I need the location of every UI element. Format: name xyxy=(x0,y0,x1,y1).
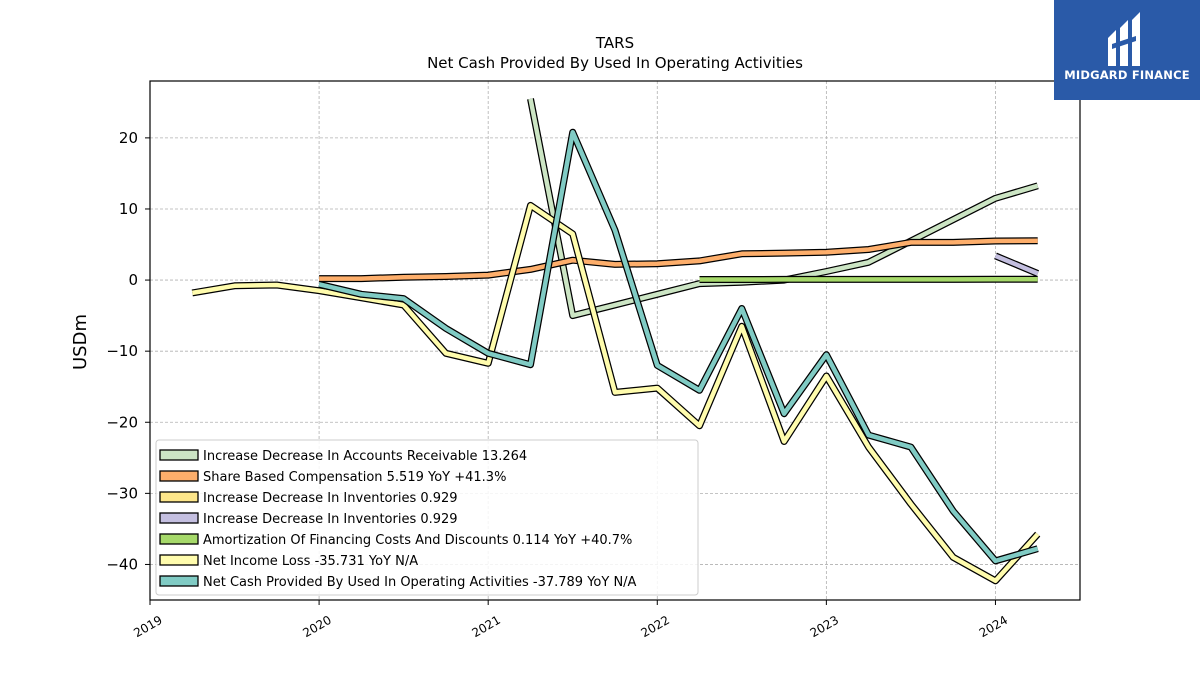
series-lines xyxy=(191,98,1041,585)
plot-frame xyxy=(149,80,1081,601)
y-tick-label: −40 xyxy=(106,555,138,573)
legend-entry: Share Based Compensation 5.519 YoY +41.3… xyxy=(203,470,506,485)
chart-title: TARS xyxy=(595,34,634,52)
legend-entry: Increase Decrease In Inventories 0.929 xyxy=(203,512,458,527)
legend-swatch xyxy=(159,554,199,566)
y-tick-label: −20 xyxy=(106,413,138,431)
series-line xyxy=(319,238,1038,281)
legend-entry: Net Income Loss -35.731 YoY N/A xyxy=(203,554,418,569)
x-tick-label: 2019 xyxy=(131,613,164,640)
legend-entry: Increase Decrease In Accounts Receivable… xyxy=(203,449,527,464)
legend-swatch xyxy=(159,512,199,524)
legend-swatch xyxy=(159,533,199,545)
chart-subtitle: Net Cash Provided By Used In Operating A… xyxy=(427,54,803,72)
y-tick-label: 10 xyxy=(119,200,138,218)
legend-entry: Net Cash Provided By Used In Operating A… xyxy=(203,575,637,590)
series-line xyxy=(191,203,1040,584)
y-tick-label: −10 xyxy=(106,342,138,360)
logo-text: MIDGARD FINANCE xyxy=(1064,68,1190,82)
midgard-logo-icon xyxy=(1108,12,1140,66)
series-line xyxy=(318,129,1039,564)
series-line xyxy=(994,253,1039,276)
x-tick-label: 2024 xyxy=(977,613,1010,640)
legend-swatch xyxy=(159,470,199,482)
series-line-outline xyxy=(319,237,1038,283)
y-tick-label: 20 xyxy=(119,129,138,147)
legend-swatch xyxy=(159,449,199,461)
legend-swatch xyxy=(159,491,199,503)
x-tick-label: 2023 xyxy=(808,613,841,640)
y-tick-label: −30 xyxy=(106,484,138,502)
legend-entry: Increase Decrease In Inventories 0.929 xyxy=(203,491,458,506)
y-tick-label: 0 xyxy=(128,271,138,289)
x-tick-label: 2022 xyxy=(639,613,672,640)
legend: Increase Decrease In Accounts Receivable… xyxy=(155,439,699,596)
brand-logo: MIDGARD FINANCE xyxy=(1054,0,1200,100)
x-tick-label: 2020 xyxy=(300,613,333,640)
legend-box xyxy=(155,439,699,596)
y-axis-label: USDm xyxy=(70,314,91,370)
x-tick-label: 2021 xyxy=(469,613,502,640)
legend-entry: Amortization Of Financing Costs And Disc… xyxy=(203,533,632,548)
legend-swatch xyxy=(159,575,199,587)
